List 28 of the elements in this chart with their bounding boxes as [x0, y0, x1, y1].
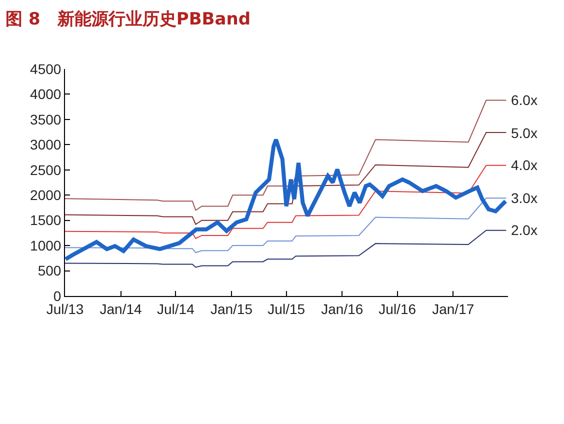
series-label: 2.0x — [511, 222, 538, 238]
y-tick-label: 4000 — [30, 86, 62, 102]
x-tick-label: Jul/14 — [156, 300, 195, 317]
series-label: 5.0x — [511, 125, 538, 141]
x-tick-label: Jul/15 — [268, 300, 306, 317]
line-series — [65, 132, 507, 225]
y-tick-label: 500 — [38, 262, 62, 279]
y-tick-label: 2000 — [30, 187, 62, 204]
x-tick-label: Jan/16 — [321, 300, 364, 317]
series-label: 6.0x — [511, 92, 538, 108]
y-tick-label: 2500 — [30, 162, 62, 178]
line-series — [65, 230, 507, 268]
chart-title: 图 8 新能源行业历史PBBand — [6, 10, 251, 30]
x-tick-label: Jan/17 — [432, 300, 474, 317]
y-tick-label: 1000 — [30, 237, 62, 254]
line-series — [65, 100, 507, 211]
x-tick-label: Jul/16 — [378, 300, 416, 317]
series-label: 3.0x — [511, 190, 538, 206]
line-series — [65, 138, 508, 262]
y-tick-label: 3500 — [30, 111, 62, 128]
line-series — [65, 164, 507, 239]
y-tick-label: 1500 — [30, 212, 62, 228]
series-label: 4.0x — [511, 157, 538, 173]
line-series — [65, 198, 507, 254]
x-tick-label: Jan/14 — [100, 300, 142, 317]
x-tick-label: Jan/15 — [210, 300, 253, 317]
y-tick-label: 4500 — [30, 60, 62, 77]
y-tick-label: 3000 — [30, 136, 62, 153]
